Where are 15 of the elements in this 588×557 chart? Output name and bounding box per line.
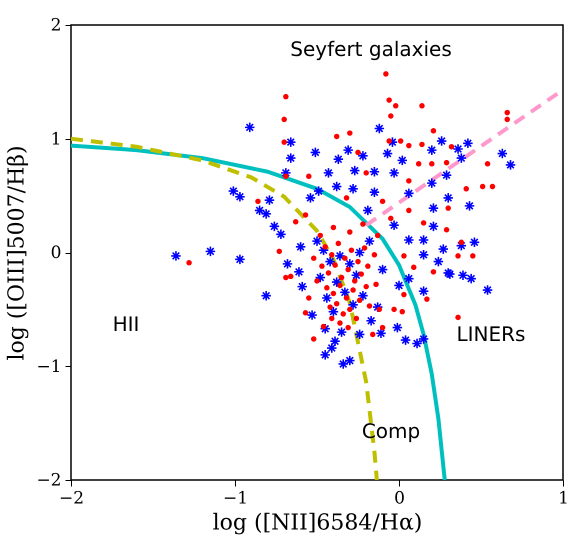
y-tick-label: 2: [50, 16, 62, 36]
y-tick-label: 0: [50, 243, 62, 263]
y-tick-label: −2: [36, 470, 62, 490]
x-tick-label: 0: [394, 488, 405, 508]
x-tick-label: −1: [222, 488, 248, 508]
line-series: [71, 144, 447, 480]
x-tick-label: 1: [558, 488, 569, 508]
y-tick-label: −1: [36, 356, 62, 377]
annotation: LINERs: [456, 322, 526, 346]
annotation: Comp: [362, 419, 420, 443]
x-axis-title: log ([NII]6584/Hα): [212, 510, 422, 536]
annotation: Seyfert galaxies: [290, 37, 452, 61]
y-axis-title: log ([OIII]5007/Hβ): [4, 145, 30, 361]
annotation: HII: [112, 312, 140, 336]
y-tick-label: 1: [50, 129, 62, 150]
